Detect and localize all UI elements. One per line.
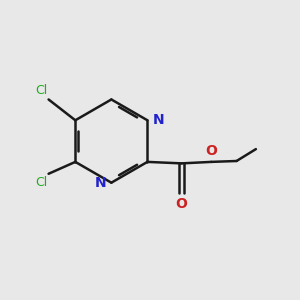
Text: N: N bbox=[94, 176, 106, 190]
Text: N: N bbox=[153, 113, 164, 127]
Text: Cl: Cl bbox=[35, 83, 47, 97]
Text: O: O bbox=[176, 197, 188, 211]
Text: O: O bbox=[206, 144, 217, 158]
Text: Cl: Cl bbox=[35, 176, 47, 189]
